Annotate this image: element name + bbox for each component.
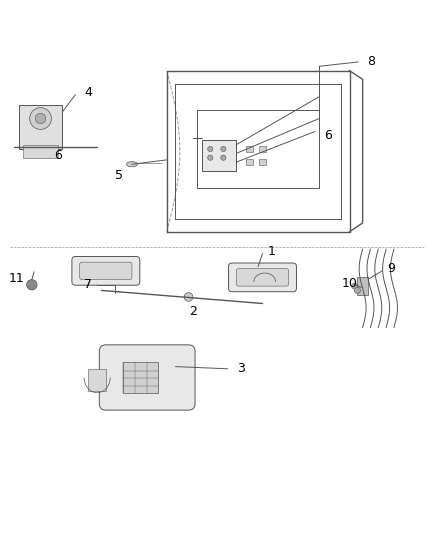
Bar	[259, 159, 266, 165]
Text: 10: 10	[342, 277, 357, 289]
Circle shape	[208, 147, 213, 151]
Bar	[246, 159, 253, 165]
Text: 11: 11	[9, 272, 25, 285]
Bar	[19, 106, 62, 149]
Bar	[197, 110, 319, 188]
FancyBboxPatch shape	[72, 256, 140, 285]
Circle shape	[208, 155, 213, 160]
Circle shape	[221, 155, 226, 160]
Circle shape	[184, 293, 193, 301]
Circle shape	[221, 147, 226, 151]
Text: 1: 1	[267, 245, 275, 258]
Bar	[246, 147, 253, 151]
Text: 6: 6	[324, 130, 332, 142]
FancyBboxPatch shape	[99, 345, 195, 410]
Text: 7: 7	[85, 278, 92, 291]
Text: 3: 3	[237, 362, 245, 375]
Circle shape	[352, 283, 358, 289]
Bar	[23, 144, 58, 158]
Bar	[357, 277, 368, 295]
FancyBboxPatch shape	[80, 262, 132, 279]
Text: 5: 5	[115, 168, 123, 182]
Bar	[123, 362, 158, 393]
Circle shape	[35, 114, 46, 124]
Text: 9: 9	[387, 262, 395, 275]
Polygon shape	[88, 369, 106, 391]
Ellipse shape	[127, 161, 138, 167]
FancyBboxPatch shape	[229, 263, 297, 292]
Circle shape	[354, 287, 360, 294]
Text: 2: 2	[189, 305, 197, 318]
Text: 4: 4	[85, 86, 92, 99]
Bar	[259, 147, 266, 151]
Text: 6: 6	[54, 149, 62, 162]
Bar	[201, 140, 237, 171]
Circle shape	[30, 108, 51, 130]
Circle shape	[27, 279, 37, 290]
Text: 8: 8	[367, 55, 375, 68]
FancyBboxPatch shape	[237, 269, 289, 286]
